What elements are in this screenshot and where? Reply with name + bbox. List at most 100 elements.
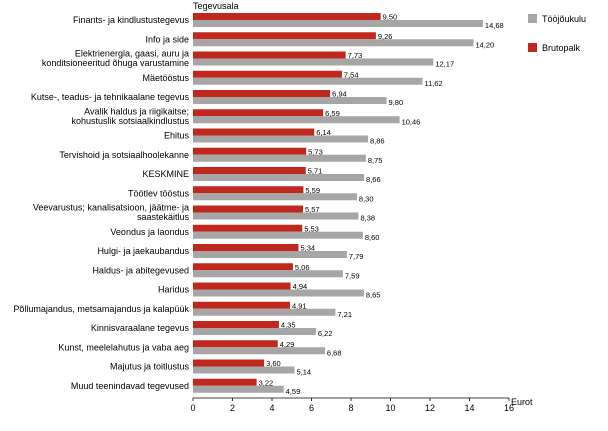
bar-toojoukulu xyxy=(193,366,295,374)
category-label: Veondus ja laondus xyxy=(110,227,189,237)
bar-brutopalk xyxy=(193,321,279,328)
x-tick-label: 14 xyxy=(464,403,474,413)
category-label: Hulgi- ja jaekaubandus xyxy=(97,246,189,256)
bar-toojoukulu xyxy=(193,193,357,201)
bar-toojoukulu xyxy=(193,97,387,104)
bar-toojoukulu xyxy=(193,154,366,162)
x-tick-label: 10 xyxy=(385,403,395,413)
bar-toojoukulu xyxy=(193,289,364,297)
category-label: Tervishoid ja sotsiaalhoolekanne xyxy=(59,150,189,160)
value-label-brutopalk: 4,29 xyxy=(280,340,295,349)
bar-brutopalk xyxy=(193,32,376,40)
y-axis-title: Tegevusala xyxy=(193,1,239,11)
value-label-brutopalk: 3,60 xyxy=(266,359,281,368)
value-label-toojoukulu: 9,80 xyxy=(389,98,404,107)
value-label-toojoukulu: 7,21 xyxy=(337,310,352,319)
category-label: Muud teenindavad tegevused xyxy=(71,381,189,391)
value-label-brutopalk: 4,91 xyxy=(292,301,307,310)
bar-brutopalk xyxy=(193,301,290,309)
category-label: Finants- ja kindlustustegevus xyxy=(73,15,190,25)
value-label-brutopalk: 3,22 xyxy=(259,378,274,387)
value-label-toojoukulu: 8,60 xyxy=(365,233,380,242)
value-label-toojoukulu: 4,59 xyxy=(286,387,301,396)
category-label: konditsioneeritud õhuga varustamine xyxy=(42,58,189,68)
category-labels-layer: Finants- ja kindlustustegevus Info ja sid… xyxy=(13,15,189,391)
value-label-toojoukulu: 11,62 xyxy=(424,79,442,88)
legend-label: Tööjõukulu xyxy=(542,14,586,24)
bar-brutopalk xyxy=(193,186,304,194)
category-label: Info ja side xyxy=(145,34,189,44)
bar-toojoukulu xyxy=(193,347,325,355)
bars-layer xyxy=(193,13,483,393)
value-label-toojoukulu: 8,75 xyxy=(368,156,383,165)
bar-toojoukulu xyxy=(193,251,347,258)
value-label-brutopalk: 5,06 xyxy=(295,263,310,272)
value-label-toojoukulu: 7,79 xyxy=(349,252,364,261)
category-label: Mäetööstus xyxy=(142,73,189,83)
value-label-toojoukulu: 10,46 xyxy=(402,117,421,126)
value-label-toojoukulu: 8,65 xyxy=(366,291,381,300)
value-label-brutopalk: 5,73 xyxy=(308,147,323,156)
bar-brutopalk xyxy=(193,167,306,174)
x-tick-label: 8 xyxy=(348,403,353,413)
bar-brutopalk xyxy=(193,340,278,348)
legend-label: Brutopalk xyxy=(542,43,581,53)
category-label: Elektrienergia, gaasi, auru ja xyxy=(75,49,189,59)
x-tick-label: 12 xyxy=(425,403,435,413)
bar-toojoukulu xyxy=(193,308,336,316)
bar-brutopalk xyxy=(193,244,299,251)
bar-brutopalk xyxy=(193,51,346,59)
bar-toojoukulu xyxy=(193,212,359,220)
legend: Tööjõukulu Brutopalk xyxy=(528,14,586,53)
value-label-toojoukulu: 7,59 xyxy=(345,271,360,280)
x-tick-label: 6 xyxy=(309,403,314,413)
value-label-brutopalk: 7,73 xyxy=(348,51,363,60)
bar-brutopalk xyxy=(193,359,265,367)
bar-toojoukulu xyxy=(193,58,434,66)
value-label-toojoukulu: 8,30 xyxy=(359,194,374,203)
value-label-brutopalk: 7,54 xyxy=(344,70,359,79)
value-label-toojoukulu: 8,66 xyxy=(366,175,381,184)
value-label-brutopalk: 5,53 xyxy=(304,224,319,233)
x-axis-ticks-layer: 0 2 4 6 8 10 12 14 16 xyxy=(190,398,514,413)
value-label-brutopalk: 5,57 xyxy=(305,205,320,214)
x-tick-label: 16 xyxy=(504,403,514,413)
value-label-toojoukulu: 14,68 xyxy=(485,21,504,30)
value-label-brutopalk: 4,35 xyxy=(281,321,296,330)
bar-brutopalk xyxy=(193,224,303,232)
bar-brutopalk xyxy=(193,109,324,117)
value-label-brutopalk: 9,50 xyxy=(383,13,398,22)
category-label: Põllumajandus, metsamajandus ja kalapüük xyxy=(13,304,189,314)
value-label-toojoukulu: 8,38 xyxy=(361,214,376,223)
bar-brutopalk xyxy=(193,147,307,155)
bar-brutopalk xyxy=(193,205,304,213)
bar-toojoukulu xyxy=(193,231,363,239)
value-label-brutopalk: 5,34 xyxy=(300,244,315,253)
category-label: Haldus- ja abitegevused xyxy=(92,265,189,275)
bar-toojoukulu xyxy=(193,39,474,47)
value-label-toojoukulu: 6,22 xyxy=(318,329,333,338)
bar-toojoukulu xyxy=(193,135,368,143)
bar-toojoukulu xyxy=(193,174,365,181)
category-label: saastekäitlus xyxy=(137,212,190,222)
bar-toojoukulu xyxy=(193,116,400,124)
x-tick-label: 0 xyxy=(190,403,195,413)
value-label-toojoukulu: 6,68 xyxy=(327,348,342,357)
legend-swatch xyxy=(528,43,537,52)
value-label-brutopalk: 5,71 xyxy=(308,167,323,176)
value-label-brutopalk: 5,59 xyxy=(305,186,320,195)
value-label-brutopalk: 6,59 xyxy=(325,109,340,118)
value-labels-layer: 9,50 14,68 9,26 14,20 7,73 12,17 7,54 11,62 6,94… xyxy=(259,13,504,396)
bar-brutopalk xyxy=(193,90,331,97)
category-label: KESKMINE xyxy=(142,169,189,179)
value-label-toojoukulu: 12,17 xyxy=(435,60,454,69)
bar-brutopalk xyxy=(193,282,291,290)
category-label: Ehitus xyxy=(164,131,190,141)
bar-brutopalk xyxy=(193,128,315,136)
value-label-toojoukulu: 5,14 xyxy=(297,368,312,377)
bar-brutopalk xyxy=(193,378,257,386)
category-label: Majutus ja toitlustus xyxy=(110,362,190,372)
category-label: Haridus xyxy=(158,285,190,295)
category-label: Kutse-, teadus- ja tehnikaalane tegevus xyxy=(31,92,190,102)
